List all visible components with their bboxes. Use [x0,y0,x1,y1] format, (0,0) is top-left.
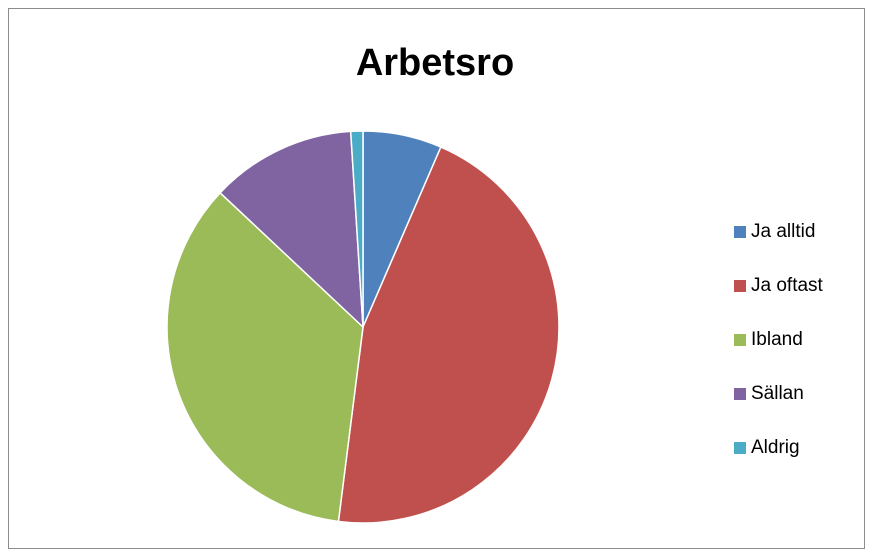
legend-swatch [734,334,746,346]
legend-item-ja-alltid: Ja alltid [734,205,823,259]
pie-slice-sallan [219,130,364,328]
legend-swatch [734,388,746,400]
legend-label: Aldrig [751,437,800,458]
legend-item-ja-oftast: Ja oftast [734,259,823,313]
legend-item-aldrig: Aldrig [734,421,823,475]
pie-slice-ibland [166,192,364,523]
pie-slices [166,130,560,524]
legend-item-ibland: Ibland [734,313,823,367]
legend-swatch [734,442,746,454]
legend: Ja alltid Ja oftast Ibland Sällan Aldrig [734,205,823,475]
legend-item-sallan: Sällan [734,367,823,421]
chart-title: Arbetsro [355,42,515,84]
legend-swatch [734,226,746,238]
legend-swatch [734,280,746,292]
pie-slice-aldrig [349,130,364,328]
legend-label: Ja oftast [751,275,823,296]
pie-slice-ja-oftast [337,146,560,524]
legend-label: Ja alltid [751,221,816,242]
legend-label: Ibland [751,329,803,350]
legend-label: Sällan [751,383,804,404]
